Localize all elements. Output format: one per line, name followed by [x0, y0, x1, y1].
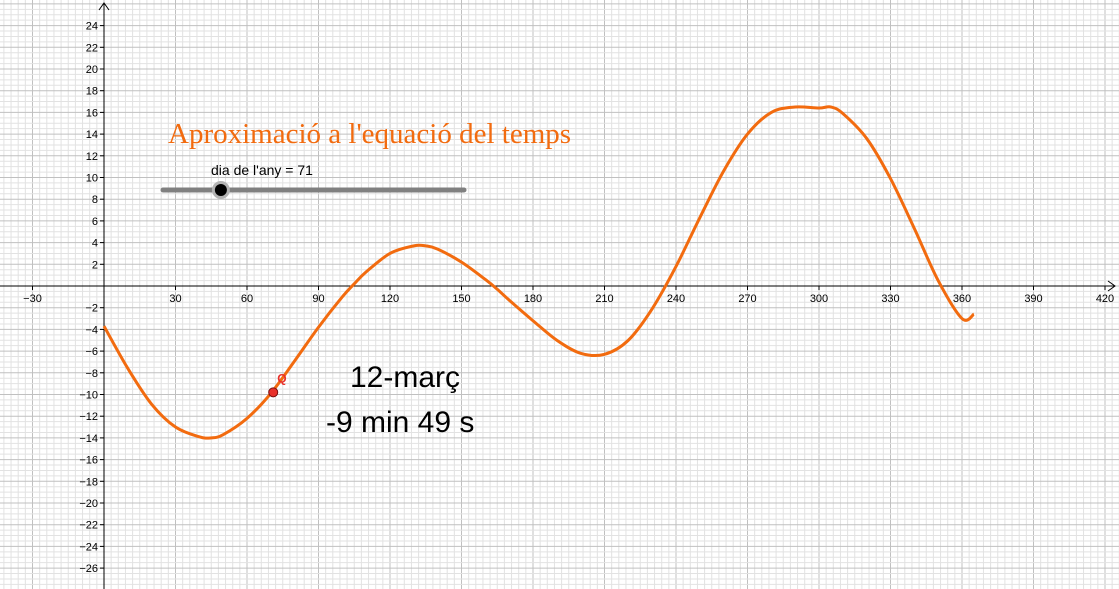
y-tick-label: −22 — [79, 520, 98, 532]
y-tick-label: −24 — [79, 541, 98, 553]
y-tick-label: −8 — [85, 368, 98, 380]
x-tick-label: 360 — [953, 293, 971, 305]
x-tick-label: 270 — [738, 293, 756, 305]
x-tick-label: 90 — [312, 293, 324, 305]
slider-handle[interactable] — [214, 184, 227, 196]
y-tick-label: −18 — [79, 476, 98, 488]
y-tick-label: 6 — [92, 216, 98, 228]
y-tick-label: −10 — [79, 390, 98, 402]
y-tick-label: 22 — [86, 42, 98, 54]
tick-labels: −30 30 60 90 120 150 180 210 240 270 300 330 360 390 4… — [23, 21, 1114, 575]
x-tick-label: 30 — [169, 293, 181, 305]
x-tick-label: 420 — [1096, 293, 1114, 305]
equation-of-time-curve[interactable] — [102, 105, 975, 440]
x-tick-label: −30 — [23, 293, 42, 305]
y-tick-label: −12 — [79, 411, 98, 423]
y-tick-label: 14 — [86, 129, 98, 141]
x-tick-label: 240 — [667, 293, 685, 305]
x-tick-label: 180 — [524, 293, 542, 305]
y-tick-label: 2 — [92, 259, 98, 271]
x-tick-label: 120 — [381, 293, 399, 305]
y-tick-label: 24 — [86, 21, 98, 33]
chart-title: Aproximació a l'equació del temps — [168, 118, 571, 150]
y-tick-label: −26 — [79, 563, 98, 575]
x-tick-label: 150 — [452, 293, 470, 305]
y-tick-label: −6 — [85, 346, 98, 358]
x-tick-label: 390 — [1024, 293, 1042, 305]
y-tick-label: −14 — [79, 433, 98, 445]
x-tick-label: 60 — [241, 293, 253, 305]
y-axis-arrow — [98, 2, 110, 11]
y-tick-label: 12 — [86, 151, 98, 163]
y-tick-label: 20 — [86, 64, 98, 76]
x-tick-label: 300 — [810, 293, 828, 305]
y-tick-label: −2 — [85, 303, 98, 315]
day-slider[interactable]: dia de l'any = 71 — [160, 162, 467, 199]
y-tick-label: −20 — [79, 498, 98, 510]
y-tick-label: −16 — [79, 455, 98, 467]
date-annotation: 12-març — [350, 361, 460, 394]
y-tick-label: 8 — [92, 194, 98, 206]
y-tick-label: 18 — [86, 86, 98, 98]
y-tick-label: 16 — [86, 107, 98, 119]
x-axis-arrow — [1107, 280, 1116, 292]
plot-area: Q — [102, 105, 975, 440]
y-tick-label: −4 — [85, 324, 98, 336]
point-q-label: Q — [277, 371, 286, 385]
x-tick-label: 330 — [881, 293, 899, 305]
value-annotation: -9 min 49 s — [326, 406, 474, 439]
point-q[interactable] — [268, 387, 279, 398]
slider-label: dia de l'any = 71 — [211, 162, 313, 178]
x-tick-label: 210 — [595, 293, 613, 305]
y-tick-label: 10 — [86, 173, 98, 185]
y-tick-label: 4 — [92, 238, 98, 250]
